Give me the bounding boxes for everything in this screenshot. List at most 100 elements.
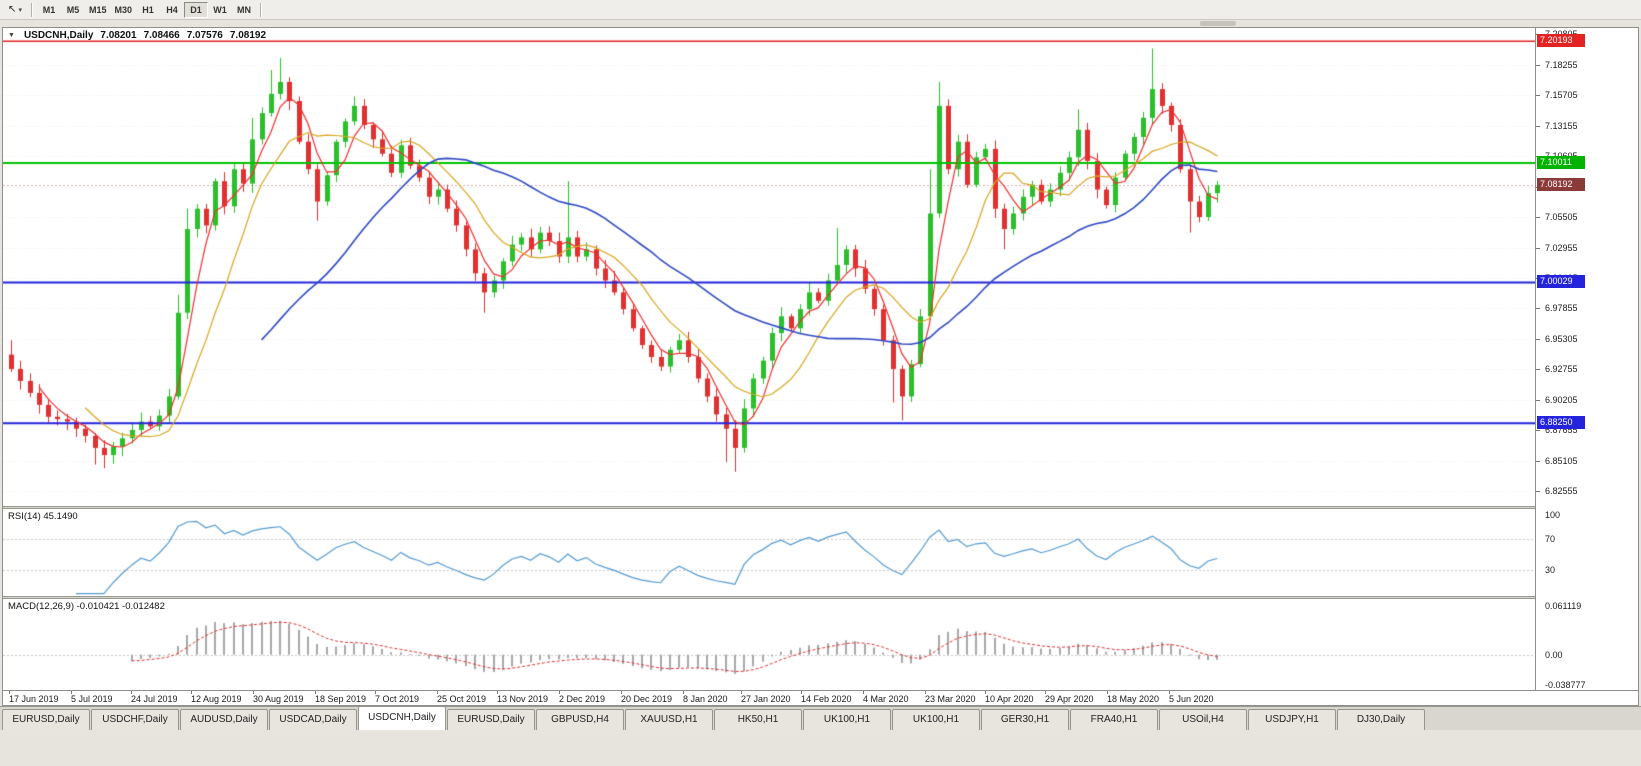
chart-tab-hk50-h1-8[interactable]: HK50,H1 (714, 709, 802, 730)
chart-tab-uk100-h1-9[interactable]: UK100,H1 (803, 709, 891, 730)
chart-tab-xauusd-h1-7[interactable]: XAUUSD,H1 (625, 709, 713, 730)
rsi-axis-label: 30 (1545, 565, 1556, 576)
time-axis-label: 10 Apr 2020 (985, 694, 1034, 704)
ohlc-open: 7.08201 (100, 30, 137, 41)
price-axis-tick (1536, 126, 1540, 127)
time-axis-label: 27 Jan 2020 (741, 694, 791, 704)
one-click-trading-icon[interactable]: ▼ (8, 32, 15, 39)
rsi-indicator-canvas[interactable] (3, 509, 1535, 596)
timeframe-toolbar: ↖ ▾ M1 M5 M15 M30 H1 H4 D1 W1 MN (0, 0, 1641, 20)
time-axis[interactable]: 17 Jun 2019 5 Jul 2019 24 Jul 2019 12 Aug 2… (3, 690, 1638, 705)
chart-tab-uk100-h1-10[interactable]: UK100,H1 (892, 709, 980, 730)
chart-tab-usdjpy-h1-14[interactable]: USDJPY,H1 (1248, 709, 1336, 730)
chart-tab-eurusd-daily-0[interactable]: EURUSD,Daily (2, 709, 90, 730)
timeframe-button-m5[interactable]: M5 (66, 4, 80, 15)
price-axis-label: 7.05505 (1545, 212, 1578, 222)
price-axis-label: 6.90205 (1545, 394, 1578, 405)
timeframe-button-w1[interactable]: W1 (213, 4, 227, 15)
time-axis-tick (131, 691, 132, 694)
price-axis-tick (1536, 400, 1540, 401)
cursor-tool-button[interactable]: ↖ ▾ (3, 2, 27, 18)
time-axis-label: 29 Apr 2020 (1045, 694, 1094, 704)
timeframe-button-mn[interactable]: MN (237, 4, 252, 15)
time-axis-tick (497, 691, 498, 694)
time-axis-label: 12 Aug 2019 (191, 694, 242, 704)
time-axis-label: 23 Mar 2020 (925, 694, 976, 704)
time-axis-label: 18 Sep 2019 (315, 694, 367, 704)
timeframe-button-m1[interactable]: M1 (42, 4, 56, 15)
price-axis-label: 6.82555 (1545, 486, 1578, 497)
chart-tab-ger30-h1-11[interactable]: GER30,H1 (981, 709, 1069, 730)
time-axis-label: 24 Jul 2019 (131, 694, 178, 704)
status-bar (0, 730, 1641, 766)
chart-tab-usdcad-daily-3[interactable]: USDCAD,Daily (269, 709, 357, 730)
time-axis-tick (1107, 691, 1108, 694)
price-axis-tick (1536, 217, 1540, 218)
chart-tab-audusd-daily-2[interactable]: AUDUSD,Daily (180, 709, 268, 730)
time-axis-label: 30 Aug 2019 (253, 694, 304, 704)
time-axis-tick (559, 691, 560, 694)
macd-label-text: MACD(12,26,9) -0.010421 -0.012482 (8, 601, 165, 612)
macd-axis-label: 0.00 (1545, 649, 1563, 660)
timeframe-button-m15[interactable]: M15 (89, 4, 107, 15)
ohlc-close: 7.08192 (229, 30, 267, 41)
price-tag-hline-red[interactable]: 7.20193 (1537, 34, 1585, 48)
cursor-icon: ↖ (8, 3, 17, 15)
time-axis-tick (375, 691, 376, 694)
candlestick-chart-canvas[interactable] (3, 28, 1535, 506)
chart-tab-gbpusd-h4-6[interactable]: GBPUSD,H4 (536, 709, 624, 730)
time-axis-tick (741, 691, 742, 694)
timeframe-button-h1[interactable]: H1 (142, 4, 154, 15)
toolbar-separator (260, 2, 263, 17)
time-axis-label: 7 Oct 2019 (375, 694, 420, 704)
price-tag-hline-green[interactable]: 7.10011 (1537, 156, 1585, 170)
chart-tab-usdcnh-daily-4[interactable]: USDCNH,Daily (358, 706, 446, 730)
price-axis[interactable]: 7.208057.182557.157057.131557.106057.080… (1535, 28, 1638, 690)
pane-separator[interactable] (3, 596, 1638, 599)
time-axis-label: 8 Jan 2020 (683, 694, 728, 704)
time-axis-label: 18 May 2020 (1107, 694, 1160, 704)
time-axis-tick (621, 691, 622, 694)
price-axis-tick (1536, 95, 1540, 96)
price-axis-label: 6.95305 (1545, 333, 1578, 344)
rsi-axis-label: 100 (1545, 510, 1561, 521)
time-axis-label: 14 Feb 2020 (801, 694, 852, 704)
price-tag-hline-blue-lower[interactable]: 6.88250 (1537, 416, 1585, 430)
pane-separator[interactable] (3, 506, 1638, 509)
time-axis-tick (801, 691, 802, 694)
timeframe-button-d1[interactable]: D1 (184, 1, 209, 18)
time-axis-tick (9, 691, 10, 694)
price-axis-label: 7.15705 (1545, 90, 1578, 101)
price-tag-bid-price: 7.08192 (1537, 177, 1585, 191)
price-axis-label: 6.97855 (1545, 303, 1578, 314)
time-axis-tick (437, 691, 438, 694)
timeframe-button-m30[interactable]: M30 (114, 4, 133, 15)
chart-tab-eurusd-daily-5[interactable]: EURUSD,Daily (447, 709, 535, 730)
price-axis-label: 6.87655 (1545, 425, 1578, 436)
macd-pane-label: MACD(12,26,9) -0.010421 -0.012482 (8, 601, 165, 612)
macd-indicator-canvas[interactable] (3, 599, 1535, 690)
chart-tab-fra40-h1-12[interactable]: FRA40,H1 (1070, 709, 1158, 730)
price-axis-tick (1536, 65, 1540, 66)
macd-axis-label: -0.038777 (1545, 680, 1586, 690)
chart-tab-usoil-h4-13[interactable]: USOil,H4 (1159, 709, 1247, 730)
time-axis-label: 13 Nov 2019 (497, 694, 549, 704)
time-axis-tick (191, 691, 192, 694)
chart-tab-bar: EURUSD,Daily USDCHF,Daily AUDUSD,Daily USDC… (0, 706, 1641, 730)
time-axis-label: 5 Jun 2020 (1169, 694, 1214, 704)
timeframe-button-h4[interactable]: H4 (166, 4, 178, 15)
rsi-label-text: RSI(14) 45.1490 (8, 511, 78, 522)
price-axis-label: 7.02955 (1545, 242, 1578, 253)
ohlc-high: 7.08466 (143, 30, 180, 41)
price-tag-hline-blue-upper[interactable]: 7.00029 (1537, 275, 1585, 289)
price-axis-label: 7.18255 (1545, 59, 1578, 70)
time-axis-label: 5 Jul 2019 (71, 694, 113, 704)
time-axis-tick (253, 691, 254, 694)
time-axis-label: 25 Oct 2019 (437, 694, 487, 704)
chart-tab-usdchf-daily-1[interactable]: USDCHF,Daily (91, 709, 179, 730)
price-axis-label: 7.10605 (1545, 151, 1578, 161)
scrollbar-thumb[interactable] (1200, 21, 1236, 26)
chart-tab-dj30-daily-15[interactable]: DJ30,Daily (1337, 709, 1425, 730)
time-axis-tick (71, 691, 72, 694)
